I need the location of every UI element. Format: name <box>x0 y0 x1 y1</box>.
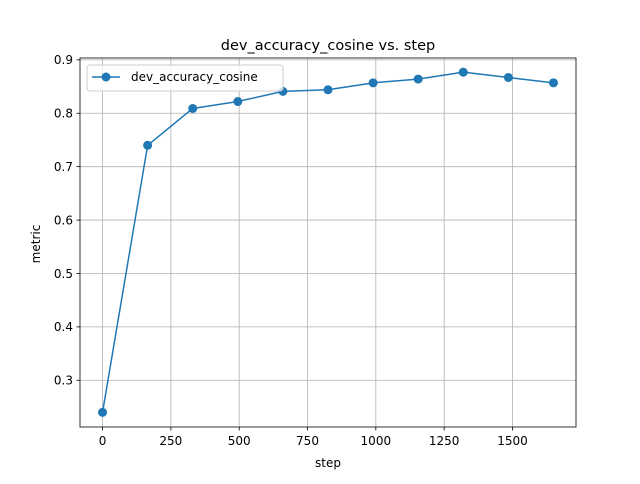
x-tick-label: 250 <box>159 434 182 448</box>
y-tick-label: 0.8 <box>54 107 73 121</box>
x-tick-label: 1250 <box>429 434 460 448</box>
data-point <box>323 85 333 95</box>
data-point <box>233 97 243 107</box>
chart-title: dev_accuracy_cosine vs. step <box>221 38 436 54</box>
data-point <box>503 72 513 82</box>
data-point <box>368 78 378 88</box>
x-axis-ticks: 0 250 500 750 1000 1250 1500 <box>99 427 528 448</box>
x-tick-label: 500 <box>228 434 251 448</box>
x-tick-label: 750 <box>296 434 319 448</box>
y-axis-ticks: 0.3 0.4 0.5 0.6 0.7 0.8 0.9 <box>54 53 80 388</box>
y-tick-label: 0.4 <box>54 320 73 334</box>
data-point <box>413 74 423 84</box>
y-tick-label: 0.5 <box>54 267 73 281</box>
x-tick-label: 0 <box>99 434 107 448</box>
data-point <box>188 103 198 113</box>
x-axis-label: step <box>315 456 341 470</box>
data-point <box>98 407 108 417</box>
y-tick-label: 0.7 <box>54 160 73 174</box>
x-tick-label: 1500 <box>497 434 528 448</box>
legend: dev_accuracy_cosine <box>86 64 284 92</box>
series-markers <box>98 67 558 417</box>
legend-entry-label: dev_accuracy_cosine <box>131 70 258 84</box>
y-axis-label: metric <box>29 225 43 264</box>
y-tick-label: 0.6 <box>54 213 73 227</box>
y-tick-label: 0.9 <box>54 53 73 67</box>
y-tick-label: 0.3 <box>54 374 73 388</box>
data-point <box>143 140 153 150</box>
x-tick-label: 1000 <box>361 434 392 448</box>
legend-box <box>86 64 284 92</box>
data-point <box>548 78 558 88</box>
data-point <box>458 67 468 77</box>
legend-marker-swatch <box>101 72 111 82</box>
plot-frame <box>79 57 577 428</box>
grid-lines <box>80 58 576 427</box>
